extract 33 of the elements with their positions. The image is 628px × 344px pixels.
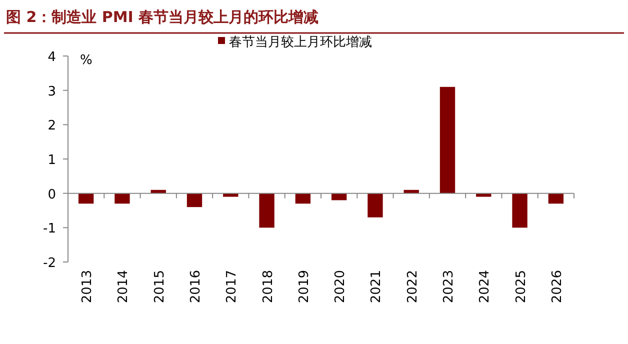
y-axis-title: % [80, 53, 92, 68]
x-tick-label: 2019 [296, 270, 312, 304]
bar [186, 193, 202, 208]
y-tick-label: 1 [48, 153, 56, 168]
x-tick-label: 2017 [224, 270, 240, 304]
x-tick-label: 2015 [152, 270, 168, 304]
bar [440, 86, 456, 194]
legend-label: 春节当月较上月环比增减 [229, 35, 372, 50]
bar [259, 193, 274, 228]
bar [368, 193, 383, 218]
y-tick-label: -1 [43, 222, 56, 237]
y-tick-label: 2 [48, 118, 56, 134]
x-tick-label: 2014 [116, 270, 132, 304]
x-tick-label: 2016 [188, 270, 204, 304]
x-tick-label: 2021 [369, 270, 384, 304]
x-tick-label: 2013 [80, 270, 96, 304]
x-tick-label: 2020 [333, 270, 348, 304]
y-tick-label: 3 [48, 84, 56, 100]
y-tick-label: -2 [43, 256, 56, 271]
y-tick-label: 0 [48, 187, 56, 202]
y-tick-label: 4 [48, 50, 56, 65]
bar [512, 193, 528, 228]
x-tick-label: 2026 [550, 270, 565, 304]
bar [548, 193, 564, 204]
x-tick-label: 2025 [514, 270, 529, 304]
bar [78, 193, 94, 204]
x-tick-label: 2023 [442, 270, 456, 304]
bar [114, 193, 130, 204]
x-tick-label: 2018 [260, 270, 276, 304]
x-tick-label: 2024 [478, 270, 493, 304]
bar [295, 193, 311, 204]
chart-title: 图 2：制造业 PMI 春节当月较上月的环比增减 [6, 8, 319, 26]
x-tick-label: 2022 [405, 270, 420, 304]
